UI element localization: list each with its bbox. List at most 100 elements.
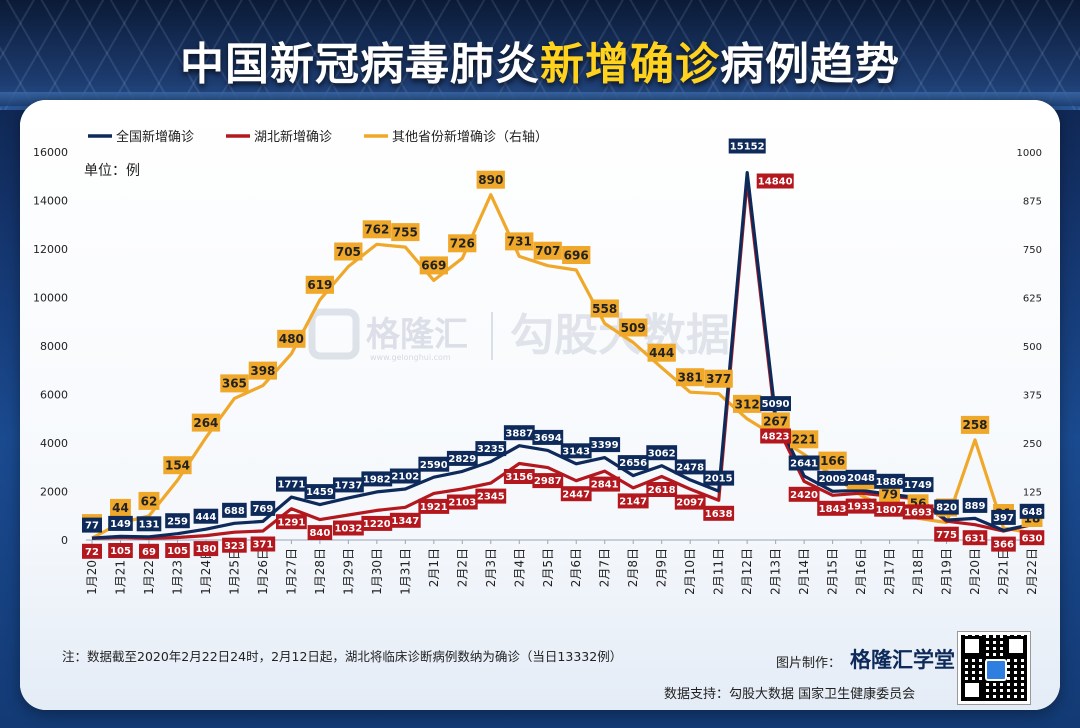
label-other-box <box>505 232 534 251</box>
x-tick-label: 2月1日 <box>427 548 441 587</box>
label-national-box <box>703 470 735 486</box>
label-national-box <box>674 459 706 475</box>
label-other-box <box>704 369 733 388</box>
label-hubei-box <box>503 469 535 484</box>
label-other: 381 <box>678 371 703 385</box>
label-national: 1886 <box>876 477 904 488</box>
label-hubei: 2447 <box>562 489 590 500</box>
label-hubei: 2987 <box>534 476 562 487</box>
page-title: 中国新冠病毒肺炎新增确诊病例趋势 <box>0 28 1080 92</box>
label-hubei-box <box>389 512 421 528</box>
label-hubei: 2420 <box>790 490 818 501</box>
header-background <box>0 0 1080 110</box>
credit-label: 图片制作： <box>776 656 842 671</box>
label-hubei: 1638 <box>705 509 733 520</box>
left-tick-label: 10000 <box>33 292 68 305</box>
label-national: 397 <box>993 513 1014 524</box>
x-tick-label: 1月31日 <box>398 548 412 595</box>
label-hubei-box <box>617 493 649 509</box>
label-other: 762 <box>364 223 389 237</box>
label-other-box <box>110 498 131 517</box>
label-hubei: 2345 <box>477 492 505 503</box>
label-national-box <box>617 455 649 471</box>
left-tick-label: 16000 <box>33 146 68 159</box>
qr-corner <box>962 636 982 656</box>
label-other-box <box>676 368 705 387</box>
label-hubei-box <box>560 486 592 502</box>
right-tick-label: 500 <box>1023 342 1042 353</box>
x-tick-label: 2月8日 <box>626 548 640 587</box>
label-hubei-box <box>361 515 393 531</box>
label-hubei-box <box>193 541 219 557</box>
label-hubei: 366 <box>993 540 1014 551</box>
label-other: 755 <box>393 225 418 239</box>
label-hubei: 2841 <box>591 480 619 491</box>
label-national: 769 <box>252 504 273 515</box>
label-national: 5090 <box>762 399 790 410</box>
label-other-box <box>790 430 819 449</box>
label-national-box <box>646 445 678 461</box>
left-tick-label: 12000 <box>33 243 68 256</box>
label-hubei-box <box>760 428 791 444</box>
label-hubei-box <box>307 525 333 541</box>
label-national: 3399 <box>591 440 619 451</box>
label-national: 1737 <box>334 481 362 492</box>
label-other: 558 <box>592 302 617 316</box>
x-tick-label: 2月9日 <box>655 548 669 587</box>
label-national-box <box>333 477 364 493</box>
label-other: 44 <box>112 501 129 515</box>
label-hubei-box <box>1019 530 1045 546</box>
label-other: 696 <box>564 248 589 262</box>
label-hubei-box <box>788 486 820 502</box>
x-tick-label: 1月21日 <box>113 548 127 595</box>
right-tick-label: 250 <box>1023 439 1042 450</box>
x-tick-label: 2月19日 <box>940 548 954 595</box>
label-hubei: 630 <box>1022 533 1043 544</box>
label-other: 221 <box>792 433 817 447</box>
label-national: 2015 <box>705 474 733 485</box>
label-hubei: 1291 <box>277 517 305 528</box>
label-hubei: 69 <box>142 547 156 558</box>
x-tick-label: 2月15日 <box>826 548 840 595</box>
x-tick-label: 2月7日 <box>598 548 612 587</box>
right-tick-label: 750 <box>1023 245 1042 256</box>
label-national-box <box>389 468 421 484</box>
label-national-box <box>222 502 247 518</box>
footnote: 注：数据截至2020年2月22日24时，2月12日起，湖北将临床诊断病例数纳为确… <box>62 649 623 664</box>
label-hubei: 105 <box>110 546 131 557</box>
x-tick-label: 2月3日 <box>484 548 498 587</box>
label-hubei: 1843 <box>819 504 847 515</box>
data-labels: 5446215426436539848061970576275566972689… <box>82 138 1045 559</box>
label-hubei: 1807 <box>876 505 904 516</box>
label-hubei-box <box>139 543 159 559</box>
label-other-box <box>879 485 900 504</box>
x-tick-label: 1月23日 <box>170 548 184 595</box>
label-other: 669 <box>421 259 446 273</box>
label-hubei-box <box>817 500 848 516</box>
label-hubei-box <box>165 543 190 558</box>
label-hubei: 14840 <box>758 177 793 188</box>
title-part2: 病例趋势 <box>720 39 900 90</box>
label-national: 2048 <box>847 473 875 484</box>
qr-corner <box>1006 636 1026 656</box>
x-tick-label: 2月5日 <box>541 548 555 587</box>
label-other-box <box>391 223 420 242</box>
label-national: 2641 <box>790 459 818 470</box>
legend-label: 湖北新增确诊 <box>254 129 332 145</box>
qr-logo-icon <box>985 659 1007 681</box>
label-national-box <box>845 469 877 485</box>
label-national: 259 <box>167 516 188 527</box>
label-other: 398 <box>250 364 275 378</box>
left-axis: 0 2000 4000 6000 8000 10000 12000 14000 16000 <box>33 146 68 547</box>
label-national-box <box>962 497 988 513</box>
label-other-box <box>476 170 505 189</box>
label-other: 444 <box>649 346 674 360</box>
label-national: 131 <box>139 519 160 530</box>
label-other: 79 <box>881 488 898 502</box>
credit-brand: 格隆汇学堂 <box>850 648 955 672</box>
x-tick-label: 2月20日 <box>968 548 982 595</box>
label-hubei: 3156 <box>505 472 533 483</box>
label-hubei-box <box>532 473 564 489</box>
label-national-box <box>532 429 564 445</box>
qr-code[interactable] <box>957 631 1031 705</box>
